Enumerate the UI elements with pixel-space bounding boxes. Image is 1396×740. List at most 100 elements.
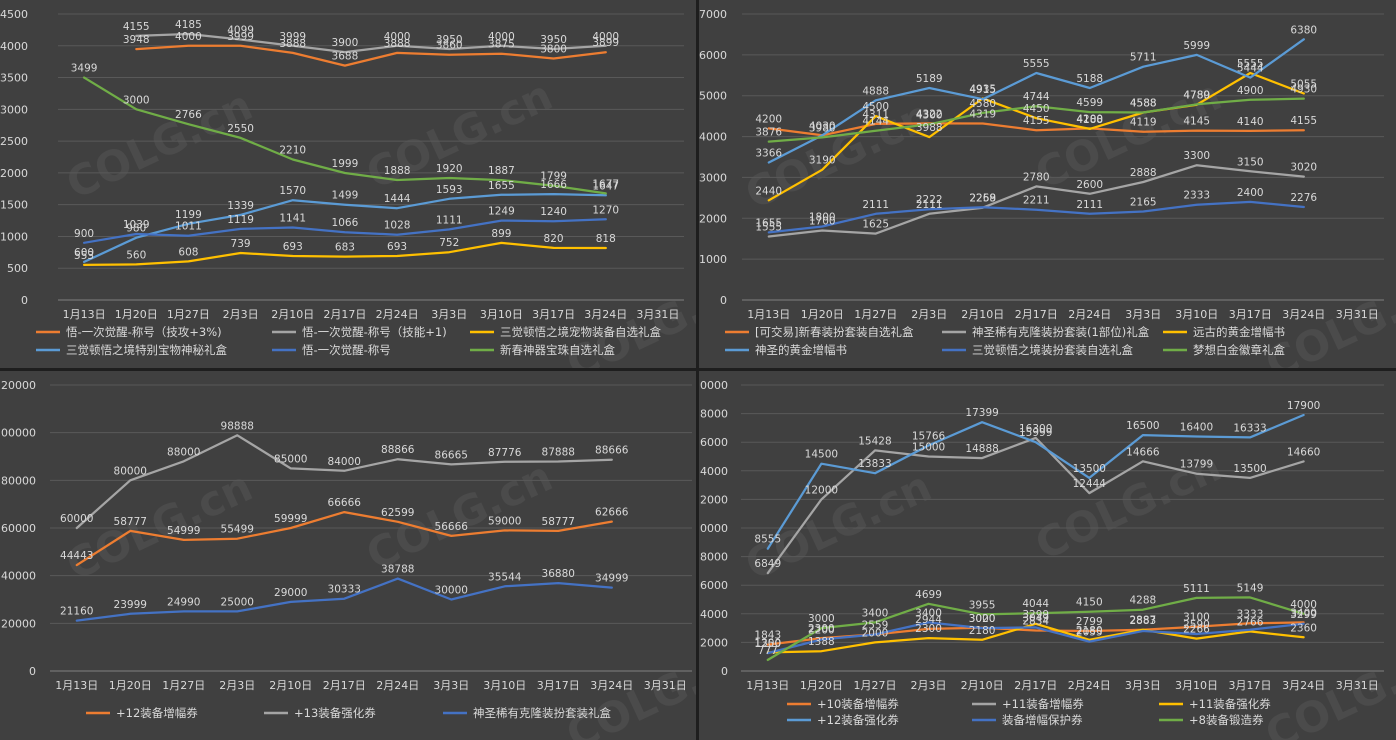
x-tick-label: 3月24日: [584, 308, 627, 321]
legend-label: +12装备增幅券: [116, 706, 198, 720]
data-label: 4145: [1183, 116, 1210, 128]
data-label: 4000: [175, 31, 202, 43]
chart-panel-top-left: COLG.cn COLG.cn COLG.cn 0 500 1000 1500 2000…: [0, 0, 696, 368]
data-label: 3100: [1183, 612, 1210, 624]
series-line: [75, 434, 613, 530]
y-tick-label: 20000: [1, 617, 36, 630]
data-label: 14666: [1126, 446, 1160, 458]
y-tick-label: 18000: [699, 408, 728, 421]
data-label: 3299: [1290, 609, 1317, 621]
data-label: 12444: [1073, 478, 1107, 490]
legend-label: +10装备增幅券: [817, 697, 899, 711]
y-tick-label: 4500: [0, 8, 28, 21]
y-tick-label: 40000: [1, 570, 36, 583]
data-label: 30000: [435, 585, 468, 597]
x-tick-label: 2月10日: [271, 308, 314, 321]
data-label: 4185: [175, 19, 202, 31]
y-tick-label: 4000: [699, 131, 727, 144]
x-tick-label: 1月20日: [801, 308, 844, 321]
legend-label: 三觉顿悟之境特别宝物神秘礼盒: [66, 343, 227, 357]
y-tick-label: 0: [21, 294, 28, 307]
chart-panel-bottom-right: COLG.cn COLG.cn COLG.cn 0 2000 4000 6000 800…: [699, 371, 1396, 740]
data-label: 2222: [916, 194, 943, 206]
data-label: 3299: [1022, 609, 1049, 621]
data-label: 15000: [912, 442, 945, 454]
data-label: 3948: [123, 34, 150, 46]
series-line: [82, 218, 607, 244]
data-label: 2180: [969, 625, 996, 637]
data-label: 4000: [488, 31, 515, 43]
data-label: 1249: [488, 206, 515, 218]
series-line: [82, 192, 607, 264]
data-label: 1499: [332, 190, 359, 202]
data-label: 87888: [542, 447, 575, 459]
data-label: 16400: [1180, 421, 1213, 433]
data-label: 5055: [1290, 78, 1317, 90]
data-label: 2590: [1183, 619, 1210, 631]
data-label: 1999: [332, 158, 359, 170]
data-label: 752: [439, 237, 459, 249]
x-tick-label: 2月10日: [961, 308, 1004, 321]
data-label: 98888: [221, 420, 254, 432]
data-label: 1570: [279, 185, 306, 197]
data-label: 2333: [1183, 190, 1210, 202]
data-label: 2888: [1130, 167, 1157, 179]
data-label: 3000: [123, 94, 150, 106]
y-tick-label: 500: [7, 262, 28, 275]
data-label: 683: [335, 242, 355, 254]
data-label: 66666: [328, 497, 362, 509]
line-chart-4: 0 2000 4000 6000 8000 10000 12000 14000 16000 180…: [699, 379, 1384, 727]
y-tick-label: 5000: [699, 90, 727, 103]
y-tick-label: 8000: [700, 551, 728, 564]
data-label: 3988: [916, 122, 943, 134]
x-tick-label: 2月17日: [323, 308, 366, 321]
x-tick-label: 1月27日: [162, 679, 205, 692]
y-tick-label: 10000: [699, 522, 728, 535]
data-label: 2799: [1076, 616, 1103, 628]
data-label: 3999: [279, 31, 306, 43]
y-tick-label: 0: [29, 665, 36, 678]
data-label: 4000: [1290, 599, 1317, 611]
y-tick-label: 6000: [699, 49, 727, 62]
data-label: 3888: [384, 38, 411, 50]
data-label: 1593: [436, 184, 463, 196]
data-label: 1339: [227, 200, 254, 212]
data-label: 4450: [1023, 103, 1050, 115]
y-tick-label: 3000: [699, 171, 727, 184]
data-label: 3980: [809, 122, 836, 134]
y-tick-label: 1000: [0, 230, 28, 243]
data-label: 80000: [114, 465, 147, 477]
y-tick-label: 3000: [0, 103, 28, 116]
data-label: 35544: [488, 571, 522, 583]
data-label: 4000: [592, 31, 619, 43]
chart-panel-top-right: COLG.cn COLG.cn COLG.cn 0 1000 2000 3000 400…: [699, 0, 1396, 368]
data-label: 2269: [969, 192, 996, 204]
x-tick-label: 3月10日: [1175, 308, 1218, 321]
data-label: 3000: [808, 613, 835, 625]
data-label: 1655: [755, 217, 782, 229]
data-label: 3900: [332, 37, 359, 49]
data-label: 4500: [862, 101, 889, 113]
data-label: 2266: [1183, 624, 1210, 636]
data-label: 14660: [1287, 446, 1320, 458]
legend-label: 悟-一次觉醒-称号: [302, 343, 391, 357]
y-tick-label: 3500: [0, 72, 28, 85]
data-label: 4319: [969, 109, 996, 121]
data-label: 4935: [969, 83, 996, 95]
x-tick-label: 1月13日: [746, 679, 789, 692]
data-label: 2766: [175, 109, 202, 121]
data-label: 4155: [1290, 115, 1317, 127]
series-line: [767, 200, 1305, 234]
x-tick-label: 1月20日: [109, 679, 152, 692]
data-label: 16500: [1126, 420, 1159, 432]
legend-label: 远古的黄金增幅书: [1193, 325, 1285, 339]
data-label: 88666: [595, 445, 629, 457]
data-label: 25000: [221, 596, 254, 608]
y-tick-label: 20000: [699, 379, 728, 392]
data-label: 2300: [808, 623, 835, 635]
y-tick-label: 0: [720, 294, 727, 307]
data-label: 4300: [916, 109, 943, 121]
x-tick-label: 2月24日: [376, 308, 419, 321]
data-label: 13833: [858, 458, 891, 470]
data-label: 1141: [279, 212, 306, 224]
